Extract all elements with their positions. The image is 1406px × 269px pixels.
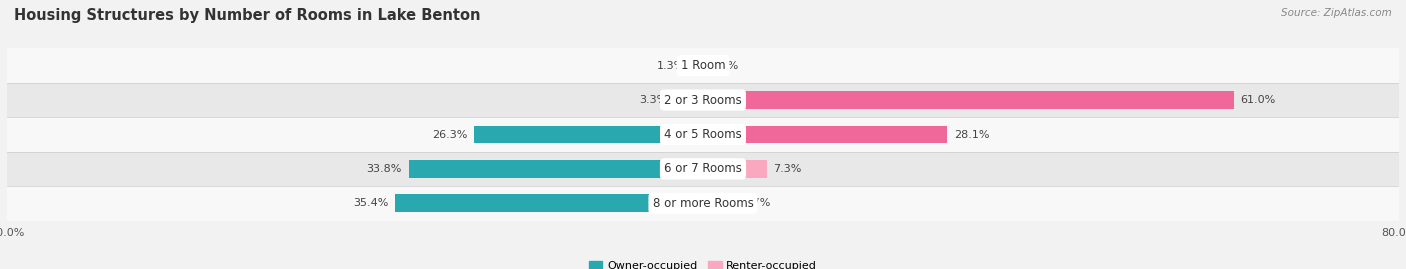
Bar <box>7 83 1399 117</box>
Bar <box>703 194 735 212</box>
Text: 6 or 7 Rooms: 6 or 7 Rooms <box>664 162 742 175</box>
Text: Housing Structures by Number of Rooms in Lake Benton: Housing Structures by Number of Rooms in… <box>14 8 481 23</box>
Text: 3.7%: 3.7% <box>742 198 770 208</box>
Bar <box>692 57 703 75</box>
Bar <box>7 186 1399 221</box>
Bar <box>703 91 1233 109</box>
Text: 7.3%: 7.3% <box>773 164 801 174</box>
Text: 8 or more Rooms: 8 or more Rooms <box>652 197 754 210</box>
Text: 33.8%: 33.8% <box>367 164 402 174</box>
Text: Source: ZipAtlas.com: Source: ZipAtlas.com <box>1281 8 1392 18</box>
Text: 1.3%: 1.3% <box>657 61 685 71</box>
Text: 61.0%: 61.0% <box>1240 95 1275 105</box>
Bar <box>703 126 948 143</box>
Bar <box>395 194 703 212</box>
Bar <box>7 152 1399 186</box>
Bar <box>474 126 703 143</box>
Text: 0.0%: 0.0% <box>710 61 738 71</box>
Text: 4 or 5 Rooms: 4 or 5 Rooms <box>664 128 742 141</box>
Bar <box>675 91 703 109</box>
Text: 1 Room: 1 Room <box>681 59 725 72</box>
Text: 3.3%: 3.3% <box>640 95 668 105</box>
Bar <box>409 160 703 178</box>
Bar <box>7 117 1399 152</box>
Text: 26.3%: 26.3% <box>432 129 467 140</box>
Text: 35.4%: 35.4% <box>353 198 388 208</box>
Text: 28.1%: 28.1% <box>955 129 990 140</box>
Bar <box>7 48 1399 83</box>
Bar <box>703 160 766 178</box>
Text: 2 or 3 Rooms: 2 or 3 Rooms <box>664 94 742 107</box>
Legend: Owner-occupied, Renter-occupied: Owner-occupied, Renter-occupied <box>585 256 821 269</box>
